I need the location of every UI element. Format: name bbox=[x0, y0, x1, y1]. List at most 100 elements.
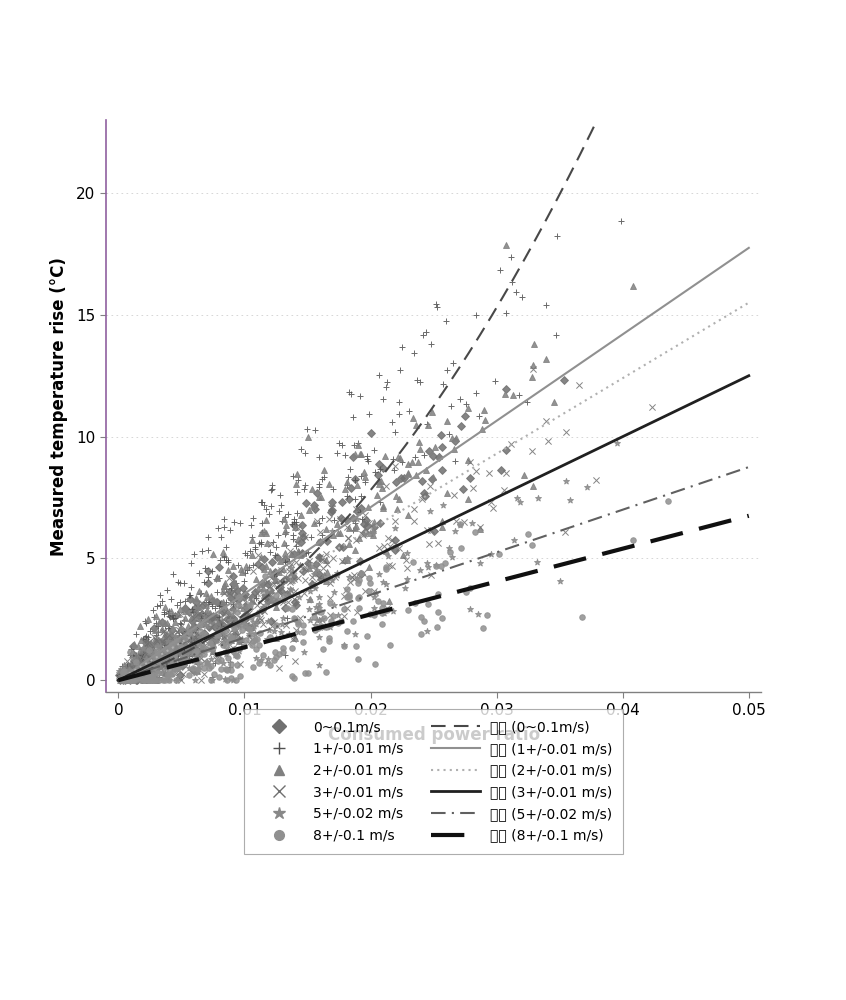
Point bbox=[129, 648, 143, 664]
Point bbox=[149, 615, 162, 631]
Point bbox=[228, 583, 241, 599]
Point bbox=[360, 512, 373, 528]
Point bbox=[163, 656, 177, 672]
Point bbox=[288, 571, 301, 587]
Point bbox=[372, 540, 386, 556]
Point bbox=[197, 625, 211, 641]
Point bbox=[340, 519, 354, 535]
Point bbox=[346, 569, 360, 585]
Point bbox=[290, 505, 304, 521]
Point bbox=[162, 658, 176, 674]
Point bbox=[349, 638, 363, 654]
Point bbox=[226, 610, 239, 626]
Point bbox=[310, 604, 324, 620]
Point bbox=[131, 638, 145, 654]
Point bbox=[614, 213, 628, 229]
Point bbox=[195, 543, 209, 559]
Point bbox=[244, 619, 257, 635]
Point bbox=[157, 672, 170, 688]
Point bbox=[470, 307, 483, 323]
Point bbox=[133, 668, 146, 684]
Point bbox=[183, 624, 196, 640]
Point bbox=[113, 672, 127, 688]
Point bbox=[147, 672, 161, 688]
Point bbox=[135, 652, 148, 668]
Point bbox=[194, 629, 207, 645]
Point bbox=[245, 614, 259, 630]
Point bbox=[267, 566, 281, 582]
Point bbox=[192, 658, 206, 674]
Point bbox=[376, 460, 390, 476]
Point bbox=[327, 608, 340, 624]
Point bbox=[128, 670, 141, 686]
Point bbox=[223, 611, 237, 627]
Point bbox=[456, 481, 470, 497]
Point bbox=[312, 657, 326, 673]
Point bbox=[212, 609, 225, 625]
Point bbox=[269, 566, 283, 582]
Point bbox=[158, 650, 172, 666]
Point bbox=[418, 613, 431, 629]
Point bbox=[220, 603, 233, 619]
Point bbox=[254, 525, 267, 541]
Point bbox=[301, 555, 315, 571]
Point bbox=[165, 666, 179, 682]
Point bbox=[191, 633, 205, 649]
Point bbox=[142, 672, 156, 688]
Point bbox=[147, 672, 161, 688]
Point bbox=[386, 532, 399, 548]
Point bbox=[396, 547, 409, 563]
Point bbox=[126, 646, 140, 662]
Point bbox=[140, 671, 153, 687]
Point bbox=[173, 668, 186, 684]
Point bbox=[265, 477, 278, 493]
Point bbox=[264, 587, 277, 603]
Point bbox=[308, 566, 321, 582]
Point bbox=[153, 638, 167, 654]
Point bbox=[164, 657, 178, 673]
Point bbox=[189, 626, 202, 642]
Point bbox=[240, 562, 254, 578]
Point bbox=[237, 580, 250, 596]
Point bbox=[140, 667, 154, 683]
Point bbox=[208, 600, 222, 616]
Point bbox=[148, 652, 162, 668]
Point bbox=[145, 636, 158, 652]
Point bbox=[246, 557, 260, 573]
Point bbox=[328, 569, 342, 585]
Point bbox=[223, 628, 237, 644]
Point bbox=[244, 593, 258, 609]
Point bbox=[237, 611, 250, 627]
Point bbox=[349, 520, 362, 536]
Point bbox=[181, 618, 195, 634]
Point bbox=[228, 626, 241, 642]
Point bbox=[343, 520, 356, 536]
Point bbox=[531, 490, 545, 506]
Point bbox=[227, 640, 240, 656]
Point bbox=[124, 659, 137, 675]
Point bbox=[115, 671, 129, 687]
Point bbox=[157, 648, 170, 664]
Point bbox=[129, 672, 142, 688]
Point bbox=[349, 446, 362, 462]
Point bbox=[296, 617, 310, 633]
Point bbox=[370, 585, 383, 601]
Point bbox=[175, 623, 189, 639]
Point bbox=[220, 643, 233, 659]
Point bbox=[307, 566, 321, 582]
Point bbox=[250, 650, 263, 666]
Point bbox=[155, 634, 168, 650]
Point bbox=[224, 656, 238, 672]
Point bbox=[115, 672, 129, 688]
Point bbox=[464, 454, 477, 470]
Point bbox=[289, 622, 303, 638]
Point bbox=[558, 424, 572, 440]
Point bbox=[299, 545, 313, 561]
Point bbox=[159, 648, 173, 664]
Point bbox=[178, 645, 191, 661]
Point bbox=[195, 616, 209, 632]
Point bbox=[358, 583, 371, 599]
Point bbox=[142, 671, 156, 687]
Point bbox=[229, 575, 243, 591]
Point bbox=[151, 633, 164, 649]
